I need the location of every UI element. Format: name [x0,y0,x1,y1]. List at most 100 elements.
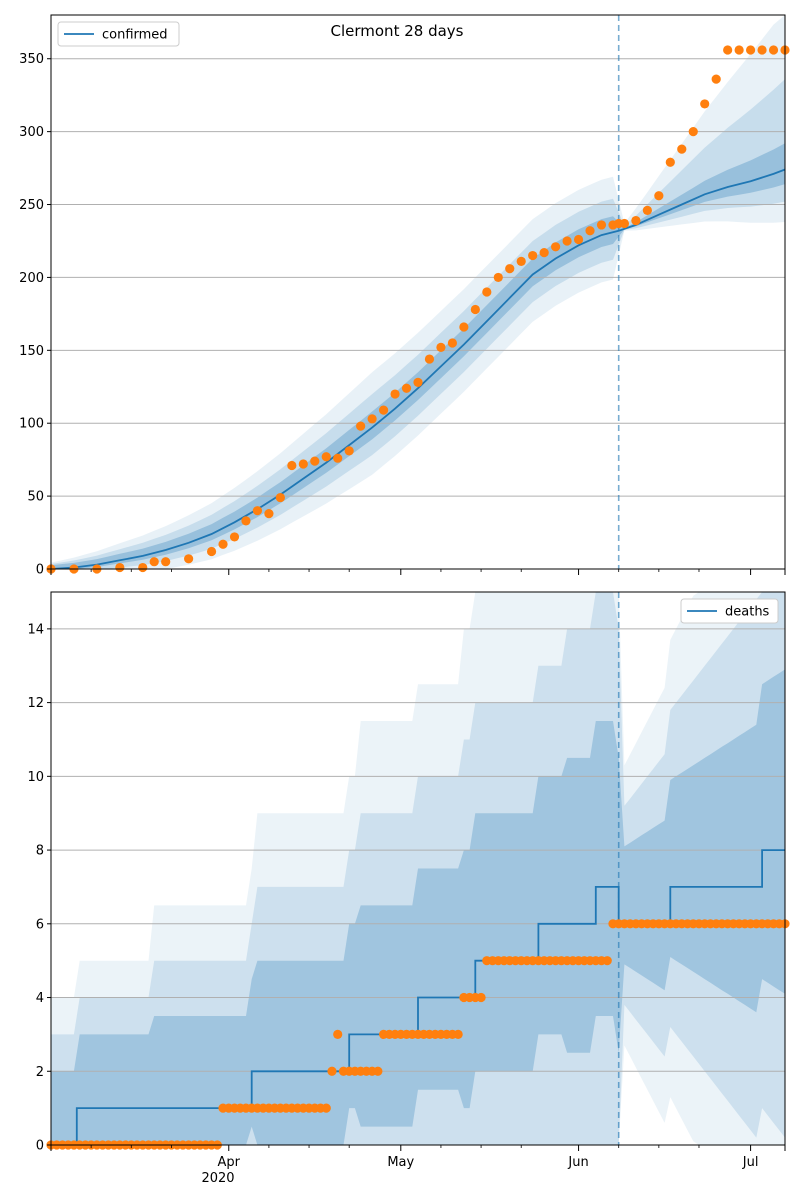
bot-y-tick-label: 6 [36,917,44,932]
top-observed-point [654,191,664,201]
top-y-tick-label: 0 [36,563,44,578]
top-observed-point [367,414,377,424]
top-observed-point [413,377,423,387]
top-observed-point [333,453,343,463]
bot-observed-point [453,1029,463,1039]
confirmed-legend-box [57,21,180,47]
bot-observed-point [333,1029,343,1039]
bot-observed-point [327,1066,337,1076]
deaths-panel: 0 2 4 6 8 10 12 14 Apr May Jun Jul 2020 deaths [27,591,790,1186]
top-y-tick-label: 300 [19,125,44,140]
bot-y-tick-label: 4 [36,991,44,1006]
deaths-y-ticks: 0 2 4 6 8 10 12 14 [27,622,51,1154]
top-observed-point [401,383,412,393]
bot-observed-point [321,1103,331,1113]
top-observed-point [528,250,538,261]
top-y-tick-label: 100 [19,417,44,432]
top-observed-point [711,74,721,84]
confirmed-band [51,143,785,570]
top-observed-point [287,460,297,471]
top-observed-point [596,220,607,230]
top-y-tick-label: 50 [27,490,44,505]
bot-y-tick-label: 0 [36,1139,44,1154]
top-y-tick-label: 350 [19,52,44,67]
bot-x-tick-label: Jun [567,1155,588,1170]
top-observed-point [745,45,756,55]
deaths-legend-label: deaths [725,605,770,620]
confirmed-observed-points [46,45,790,574]
top-observed-point [447,338,458,348]
top-y-tick-label: 150 [19,344,44,359]
top-observed-point [516,256,526,266]
top-observed-point [505,264,515,274]
bot-x-tick-label: Jul [742,1155,759,1170]
deaths-band [51,592,785,1145]
top-observed-point [619,218,630,229]
top-observed-point [138,562,148,573]
chart-title: Clermont 28 days [331,22,464,40]
top-observed-point [539,248,549,258]
top-observed-point [115,562,125,573]
top-observed-point [723,45,733,55]
top-y-tick-label: 200 [19,271,44,286]
top-observed-point [206,546,217,557]
top-observed-point [734,45,744,55]
top-y-tick-label: 250 [19,198,44,213]
top-observed-point [642,205,652,215]
top-observed-point [241,516,251,526]
top-observed-point [344,446,354,456]
top-observed-point [700,99,710,109]
top-observed-point [585,226,595,236]
bot-observed-point [476,992,486,1003]
deaths-legend: deaths [680,598,779,624]
top-observed-point [252,506,263,516]
top-observed-point [768,45,779,55]
top-observed-point [665,157,675,167]
top-observed-point [551,242,561,252]
bot-y-tick-label: 2 [36,1065,44,1080]
confirmed-panel: 0 50 100 150 200 250 300 350 Clermont 28 days c… [19,14,790,578]
confirmed-median-line [50,168,786,570]
confirmed-uncertainty-bands [51,15,785,570]
top-observed-point [298,459,308,469]
top-observed-point [378,405,389,415]
top-observed-point [424,354,435,364]
bot-x-tick-label: Apr [218,1155,241,1170]
top-observed-point [229,532,240,542]
confirmed-x-ticks [50,569,786,575]
top-observed-point [562,236,572,246]
top-observed-point [493,272,503,283]
confirmed-y-ticks: 0 50 100 150 200 250 300 350 [19,52,51,578]
bot-y-tick-label: 8 [36,844,44,859]
bot-observed-point [373,1066,383,1076]
top-observed-point [218,539,228,549]
confirmed-axes-frame [50,14,786,570]
top-observed-point [482,287,492,297]
top-observed-point [459,322,469,332]
top-observed-point [436,342,446,352]
confirmed-legend-label: confirmed [102,28,168,43]
bot-y-tick-label: 14 [27,622,44,637]
top-observed-point [184,554,194,564]
deaths-axes-frame [50,591,786,1146]
deaths-band [51,669,785,1145]
bot-y-tick-label: 12 [27,696,44,711]
deaths-x-ticks: Apr May Jun Jul [50,1145,786,1170]
top-observed-point [356,421,366,431]
top-observed-point [275,492,285,503]
bot-x-tick-label: May [387,1155,414,1170]
top-observed-point [677,144,687,154]
top-observed-point [321,452,331,462]
bot-y-tick-label: 10 [27,770,44,785]
top-observed-point [264,508,274,519]
top-observed-point [631,215,641,226]
top-observed-point [757,45,767,55]
deaths-legend-box [680,598,779,624]
x-axis-year-label: 2020 [201,1171,234,1186]
top-observed-point [390,389,400,399]
top-observed-point [470,304,480,315]
deaths-band [51,592,785,1145]
bot-observed-point [602,956,612,966]
